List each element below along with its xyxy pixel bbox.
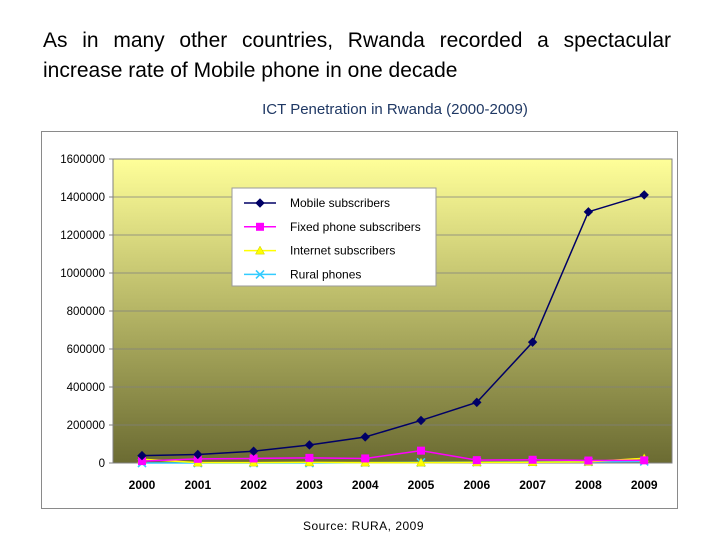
y-tick-label: 0 [99, 458, 105, 470]
data-point-mobile-subscribers [527, 337, 538, 347]
line-chart: 0 200000 400000 600000 800000 1000000 1200000 1… [60, 154, 673, 492]
x-tick-label: 2002 [240, 478, 267, 492]
source-note: Source: RURA, 2009 [302, 519, 425, 533]
x-tick-label: 2004 [352, 478, 379, 492]
y-tick-label: 1000000 [60, 268, 105, 280]
x-tick-label: 2003 [296, 478, 323, 492]
legend-marker-fixed-phone-subscribers [256, 222, 264, 231]
headline: As in many other countries, Rwanda recor… [43, 29, 671, 82]
data-point-mobile-subscribers [193, 449, 203, 460]
data-point-fixed-phone-subscribers [305, 453, 314, 462]
x-tick-label: 2009 [631, 478, 658, 492]
data-point-fixed-phone-subscribers [249, 454, 258, 463]
data-point-fixed-phone-subscribers [640, 456, 649, 465]
x-tick-label: 2007 [519, 478, 546, 492]
data-point-mobile-subscribers [360, 432, 370, 442]
y-tick-label: 400000 [67, 382, 105, 394]
legend-label-internet-subscribers: Internet subscribers [290, 244, 395, 258]
data-point-fixed-phone-subscribers [528, 455, 537, 464]
data-point-internet-subscribers [416, 457, 426, 467]
legend-marker-mobile-subscribers [255, 198, 265, 208]
series-mobile-subscribers [137, 190, 649, 461]
data-point-fixed-phone-subscribers [361, 454, 370, 463]
series-line-fixed-phone-subscribers [141, 449, 645, 462]
data-point-fixed-phone-subscribers [417, 446, 425, 455]
legend-label-rural-phones: Rural phones [290, 267, 361, 281]
data-point-mobile-subscribers [639, 190, 649, 200]
y-tick-label: 800000 [67, 306, 105, 318]
x-tick-label: 2001 [184, 478, 211, 492]
y-tick-label: 200000 [67, 420, 105, 432]
x-tick-label: 2000 [129, 478, 156, 492]
legend-marker-internet-subscribers [255, 245, 265, 255]
series-line-internet-subscribers [141, 457, 645, 464]
y-axis-ticks: 0 200000 400000 600000 800000 1000000 1200000 1… [60, 154, 113, 470]
series-layer [137, 190, 650, 468]
chart-frame: 0 200000 400000 600000 800000 1000000 1200000 1… [41, 131, 678, 509]
legend: Mobile subscribers Fixed phone subscriber… [231, 187, 437, 287]
x-tick-label: 2008 [575, 478, 602, 492]
y-tick-label: 1600000 [60, 154, 105, 166]
data-point-mobile-subscribers [248, 446, 259, 456]
y-tick-label: 1200000 [60, 230, 105, 242]
chart-title: ICT Penetration in Rwanda (2000-2009) [262, 101, 528, 118]
data-point-mobile-subscribers [583, 207, 594, 217]
y-tick-label: 600000 [67, 344, 105, 356]
x-axis-ticks: 2000 2001 2002 2003 2004 2005 2006 2007 2008 2009 [129, 478, 658, 492]
legend-box [231, 187, 437, 287]
series-line-mobile-subscribers [141, 194, 645, 457]
data-point-fixed-phone-subscribers [472, 456, 481, 465]
legend-label-mobile-subscribers: Mobile subscribers [290, 196, 390, 210]
x-tick-label: 2005 [408, 478, 435, 492]
x-tick-label: 2006 [463, 478, 490, 492]
legend-marker-rural-phones [255, 269, 265, 279]
data-point-mobile-subscribers [304, 440, 315, 450]
legend-marker-rural-phones-stroke [255, 269, 265, 279]
data-point-fixed-phone-subscribers [584, 456, 593, 465]
data-point-mobile-subscribers [416, 415, 426, 426]
y-tick-label: 1400000 [60, 192, 105, 204]
data-point-internet-subscribers [304, 457, 315, 467]
data-point-mobile-subscribers [137, 450, 147, 461]
data-point-mobile-subscribers [472, 397, 482, 408]
legend-label-fixed-phone-subscribers: Fixed phone subscribers [290, 220, 421, 234]
